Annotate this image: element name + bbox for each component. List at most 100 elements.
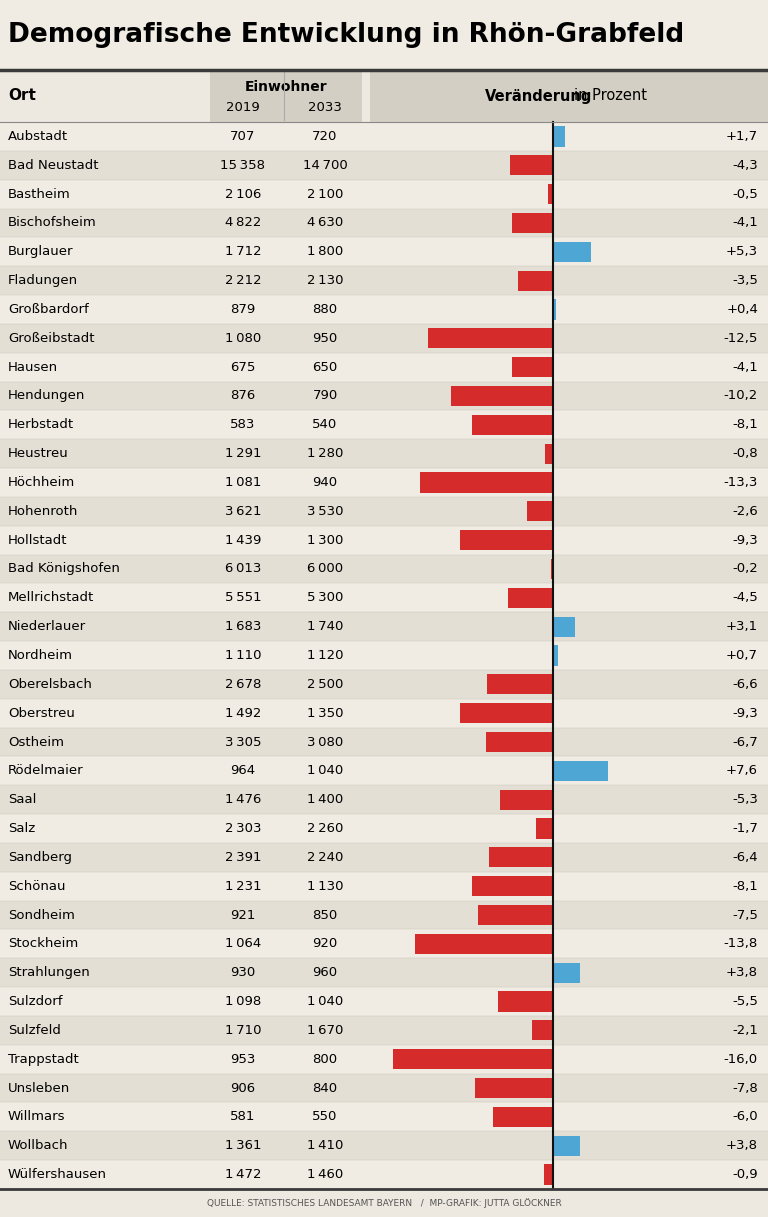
Bar [460,531,553,550]
Bar [475,1078,553,1098]
Bar [210,71,362,122]
Text: 940: 940 [313,476,338,489]
Bar [0,699,768,728]
Text: 876: 876 [230,389,256,403]
Text: 2 106: 2 106 [225,187,261,201]
Bar [512,357,553,377]
Text: -0,9: -0,9 [733,1168,758,1180]
Bar [545,443,553,464]
Bar [548,184,553,204]
Bar [460,703,553,723]
Text: Sulzdorf: Sulzdorf [8,996,62,1008]
Text: -4,1: -4,1 [732,360,758,374]
Text: 1 110: 1 110 [225,649,261,662]
Text: -4,3: -4,3 [732,158,758,172]
Text: 583: 583 [230,419,256,431]
Bar [0,555,768,583]
Bar [532,1020,553,1041]
Text: -0,2: -0,2 [732,562,758,576]
Text: 1 040: 1 040 [307,996,343,1008]
Text: 880: 880 [313,303,338,316]
Text: 2033: 2033 [308,101,342,114]
Text: 707: 707 [230,130,256,142]
Text: Herbstadt: Herbstadt [8,419,74,431]
Bar [510,155,553,175]
Bar [553,617,575,636]
Bar [0,324,768,353]
Text: 906: 906 [230,1082,256,1094]
Text: 790: 790 [313,389,338,403]
Bar [370,71,768,122]
Text: -5,3: -5,3 [732,793,758,806]
Bar [0,180,768,208]
Text: +1,7: +1,7 [726,130,758,142]
Text: -1,7: -1,7 [732,821,758,835]
Text: 1 291: 1 291 [225,447,261,460]
Text: -8,1: -8,1 [732,880,758,893]
Text: Bad Königshofen: Bad Königshofen [8,562,120,576]
Text: -13,8: -13,8 [723,937,758,950]
Text: +7,6: +7,6 [726,764,758,778]
Bar [487,674,553,695]
Text: 879: 879 [230,303,256,316]
Text: 1 439: 1 439 [225,533,261,546]
Text: 2 212: 2 212 [225,274,261,287]
Text: -13,3: -13,3 [723,476,758,489]
Text: 1 410: 1 410 [306,1139,343,1152]
Bar [553,963,581,983]
Bar [0,1073,768,1103]
Bar [0,151,768,180]
Bar [553,127,565,146]
Text: Hollstadt: Hollstadt [8,533,68,546]
Text: +3,1: +3,1 [726,621,758,633]
Text: 1 712: 1 712 [225,246,261,258]
Text: 3 621: 3 621 [225,505,261,517]
Bar [0,901,768,930]
Bar [553,242,591,262]
Text: 4 822: 4 822 [225,217,261,230]
Text: 3 305: 3 305 [225,735,261,748]
Text: 1 231: 1 231 [225,880,261,893]
Text: Sandberg: Sandberg [8,851,72,864]
Bar [451,386,553,406]
Text: Salz: Salz [8,821,35,835]
Bar [478,905,553,925]
Bar [0,295,768,324]
Text: 1 492: 1 492 [225,707,261,719]
Text: Strahlungen: Strahlungen [8,966,90,980]
Text: 15 358: 15 358 [220,158,266,172]
Bar [493,1106,553,1127]
Bar [0,930,768,958]
Bar [0,1103,768,1132]
Text: Aubstadt: Aubstadt [8,130,68,142]
Text: Unsleben: Unsleben [8,1082,70,1094]
Text: -4,1: -4,1 [732,217,758,230]
Text: QUELLE: STATISTISCHES LANDESAMT BAYERN   /  MP-GRAFIK: JUTTA GLÖCKNER: QUELLE: STATISTISCHES LANDESAMT BAYERN /… [207,1198,561,1208]
Text: 581: 581 [230,1110,256,1123]
Text: Oberstreu: Oberstreu [8,707,74,719]
Text: 3 080: 3 080 [307,735,343,748]
Bar [0,987,768,1016]
Bar [0,1016,768,1045]
Text: Trappstadt: Trappstadt [8,1053,79,1066]
Bar [0,208,768,237]
Text: 930: 930 [230,966,256,980]
Text: Willmars: Willmars [8,1110,65,1123]
Text: -2,1: -2,1 [732,1023,758,1037]
Text: 675: 675 [230,360,256,374]
Text: Nordheim: Nordheim [8,649,73,662]
Text: Ort: Ort [8,89,36,103]
Text: 921: 921 [230,909,256,921]
Text: Stockheim: Stockheim [8,937,78,950]
Text: 920: 920 [313,937,338,950]
Bar [553,761,607,781]
Text: Großeibstadt: Großeibstadt [8,332,94,344]
Text: 1 740: 1 740 [306,621,343,633]
Bar [428,329,553,348]
Text: Hendungen: Hendungen [8,389,85,403]
Text: -0,8: -0,8 [733,447,758,460]
Text: Hausen: Hausen [8,360,58,374]
Text: 2 303: 2 303 [225,821,261,835]
Text: Heustreu: Heustreu [8,447,69,460]
Bar [500,790,553,809]
